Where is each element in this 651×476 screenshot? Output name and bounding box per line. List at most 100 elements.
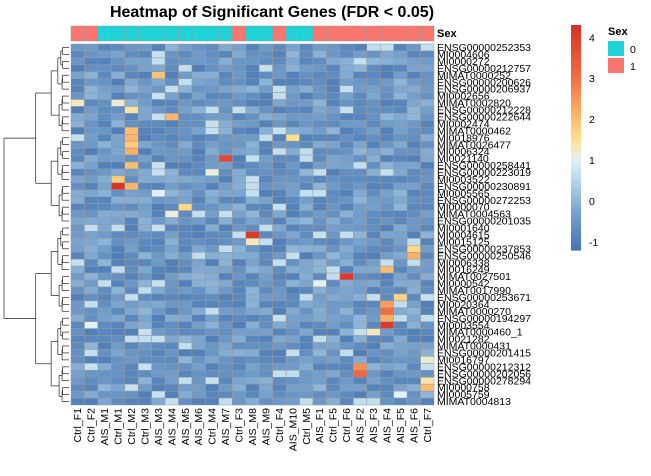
- heatmap-cell: [379, 182, 394, 191]
- heatmap-cell: [84, 147, 99, 156]
- heatmap-cell: [339, 120, 354, 128]
- sex-legend-title: Sex: [608, 26, 628, 38]
- heatmap-cell: [420, 120, 435, 128]
- heatmap-cell: [312, 189, 327, 197]
- heatmap-cell: [285, 196, 300, 204]
- heatmap-cell: [326, 168, 341, 177]
- row-label: MIMAT0000270: [437, 306, 511, 318]
- heatmap-cell: [312, 321, 327, 329]
- row-label: MIMAT0000431: [437, 341, 511, 353]
- heatmap-cell: [366, 120, 381, 128]
- heatmap-cell: [393, 231, 408, 239]
- heatmap-cell: [164, 78, 179, 86]
- heatmap-cell: [137, 328, 152, 336]
- heatmap-cell: [70, 342, 85, 350]
- heatmap-cell: [353, 293, 368, 302]
- column-label: Ctrl_F5: [328, 408, 340, 443]
- row-label: MI0000272: [437, 56, 490, 68]
- heatmap-cell: [326, 64, 341, 73]
- heatmap-cell: [84, 307, 99, 315]
- heatmap-cell: [312, 106, 327, 114]
- scale-swatch: [571, 133, 581, 139]
- heatmap-cell: [366, 245, 381, 253]
- heatmap-cell: [111, 71, 126, 79]
- heatmap-cell: [353, 328, 368, 336]
- heatmap-cell: [232, 376, 247, 385]
- heatmap-cell: [312, 245, 327, 253]
- heatmap-cell: [151, 252, 166, 260]
- heatmap-cell: [232, 154, 247, 163]
- heatmap-cell: [379, 252, 394, 260]
- heatmap-cell: [393, 363, 408, 371]
- column-labels: Ctrl_F1 Ctrl_F2 AIS_M1 Ctrl_M1 Ctrl_M2 Ctrl_M…: [72, 408, 434, 451]
- heatmap-cell: [164, 321, 179, 329]
- heatmap-cell: [406, 238, 421, 246]
- heatmap-cell: [366, 161, 381, 170]
- heatmap-cell: [353, 390, 368, 399]
- heatmap-cell: [178, 231, 193, 239]
- heatmap-cell: [164, 258, 179, 267]
- heatmap-cell: [191, 50, 206, 59]
- heatmap-cell: [272, 43, 287, 52]
- heatmap-cell: [312, 286, 327, 295]
- heatmap-cell: [312, 314, 327, 322]
- heatmap-cell: [232, 106, 247, 114]
- heatmap-cell: [205, 106, 220, 114]
- heatmap-cell: [272, 383, 287, 392]
- heatmap-cell: [245, 342, 260, 350]
- heatmap-cell: [111, 363, 126, 371]
- sex-annotation-bar: [70, 25, 435, 42]
- heatmap-cell: [137, 258, 152, 267]
- heatmap-cell: [339, 113, 354, 121]
- heatmap-cell: [151, 321, 166, 329]
- heatmap-cell: [137, 321, 152, 329]
- row-label: ENSG00000258441: [437, 160, 531, 172]
- heatmap-cell: [164, 210, 179, 218]
- heatmap-cell: [285, 106, 300, 114]
- heatmap-cell: [393, 78, 408, 86]
- heatmap-cell: [285, 349, 300, 357]
- row-label: MI0004615: [437, 230, 490, 242]
- heatmap-cell: [218, 258, 233, 267]
- heatmap-cell: [312, 238, 327, 246]
- heatmap-cell: [312, 168, 327, 177]
- heatmap-cell: [366, 147, 381, 156]
- heatmap-cell: [218, 154, 233, 163]
- heatmap-cell: [97, 203, 112, 211]
- heatmap-cell: [272, 224, 287, 232]
- scale-swatch: [571, 100, 581, 105]
- heatmap-cell: [137, 140, 152, 149]
- heatmap-cell: [326, 99, 341, 107]
- heatmap-cell: [258, 106, 273, 114]
- heatmap-cell: [326, 127, 341, 135]
- heatmap-cell: [191, 113, 206, 121]
- heatmap-cell: [285, 182, 300, 191]
- heatmap-cell: [285, 85, 300, 93]
- heatmap-cell: [178, 120, 193, 128]
- heatmap-cell: [97, 99, 112, 107]
- column-label: Ctrl_F7: [422, 408, 434, 443]
- heatmap-cell: [232, 92, 247, 100]
- heatmap-cell: [70, 245, 85, 253]
- heatmap-cell: [191, 196, 206, 204]
- heatmap-cell: [111, 64, 126, 73]
- scale-tick-label: 0: [589, 196, 595, 208]
- heatmap-cell: [353, 43, 368, 52]
- annotation-cell: [137, 25, 152, 42]
- heatmap-cell: [178, 376, 193, 385]
- heatmap-cell: [366, 57, 381, 66]
- heatmap-cell: [178, 127, 193, 135]
- scale-swatch: [571, 51, 581, 56]
- heatmap-cell: [164, 224, 179, 232]
- column-label: AIS_F3: [368, 408, 380, 443]
- heatmap-cell: [191, 363, 206, 371]
- scale-swatch: [571, 171, 581, 176]
- heatmap-cell: [406, 328, 421, 336]
- scale-swatch: [571, 103, 581, 109]
- heatmap-cell: [232, 210, 247, 218]
- heatmap-cell: [97, 265, 112, 274]
- heatmap-cell: [84, 342, 99, 350]
- heatmap-cell: [84, 71, 99, 79]
- heatmap-cell: [137, 272, 152, 281]
- heatmap-cell: [272, 245, 287, 253]
